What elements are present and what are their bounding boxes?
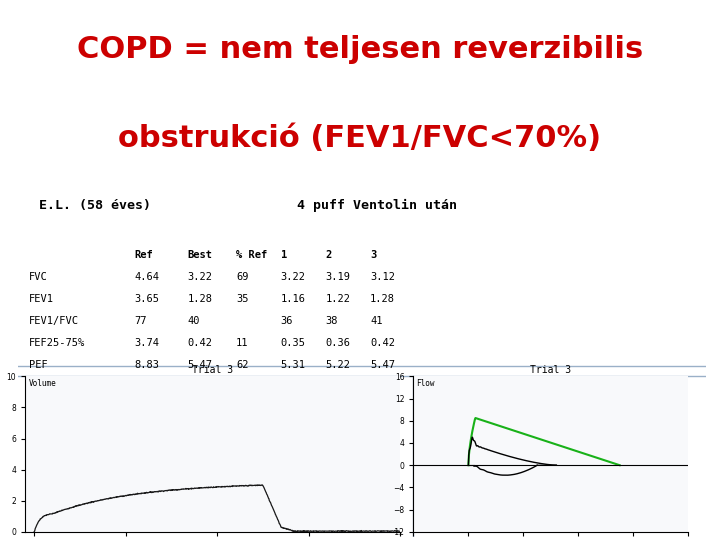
Text: 5.47: 5.47 [370,360,395,370]
Text: 8.83: 8.83 [135,360,160,370]
Text: 35: 35 [236,294,248,304]
Text: 0.35: 0.35 [281,338,306,348]
Text: obstrukció (FEV1/FVC<70%): obstrukció (FEV1/FVC<70%) [118,125,602,153]
Text: 0.36: 0.36 [325,338,351,348]
Text: FEV1/FVC: FEV1/FVC [30,316,79,326]
Text: 0.42: 0.42 [370,338,395,348]
Text: % Ref: % Ref [236,250,267,260]
Text: 5.47: 5.47 [187,360,212,370]
Text: 3.12: 3.12 [370,272,395,282]
Text: Volume: Volume [29,380,57,388]
Text: 3.65: 3.65 [135,294,160,304]
Text: 1.16: 1.16 [281,294,306,304]
Text: 62: 62 [236,360,248,370]
Text: 3: 3 [370,250,377,260]
Title: Trial 3: Trial 3 [192,366,233,375]
Text: 40: 40 [187,316,200,326]
Text: 4.64: 4.64 [135,272,160,282]
Text: FEF25-75%: FEF25-75% [30,338,86,348]
Text: 3.22: 3.22 [187,272,212,282]
Text: 69: 69 [236,272,248,282]
Text: 41: 41 [370,316,382,326]
Text: Flow: Flow [416,380,435,388]
Text: 2: 2 [325,250,332,260]
Text: 0.42: 0.42 [187,338,212,348]
Text: FEV1: FEV1 [30,294,54,304]
Text: 3.19: 3.19 [325,272,351,282]
Text: 38: 38 [325,316,338,326]
Text: 4 puff Ventolin után: 4 puff Ventolin után [297,199,457,212]
Text: 77: 77 [135,316,147,326]
Text: 11: 11 [236,338,248,348]
Text: 1.28: 1.28 [187,294,212,304]
Text: Ref: Ref [135,250,153,260]
Text: 5.22: 5.22 [325,360,351,370]
Text: PEF: PEF [30,360,48,370]
Text: 3.74: 3.74 [135,338,160,348]
Text: 1.28: 1.28 [370,294,395,304]
Text: 36: 36 [281,316,293,326]
Text: FVC: FVC [30,272,48,282]
Text: 5.31: 5.31 [281,360,306,370]
Text: 3.22: 3.22 [281,272,306,282]
Text: COPD = nem teljesen reverzibilis: COPD = nem teljesen reverzibilis [77,36,643,64]
Title: Trial 3: Trial 3 [531,366,572,375]
Text: E.L. (58 éves): E.L. (58 éves) [39,199,150,212]
Text: 1.22: 1.22 [325,294,351,304]
Text: 1: 1 [281,250,287,260]
Text: Best: Best [187,250,212,260]
